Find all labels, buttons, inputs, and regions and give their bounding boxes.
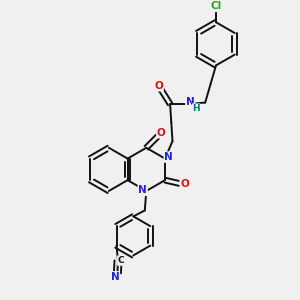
Text: O: O bbox=[180, 179, 189, 189]
Text: C: C bbox=[118, 256, 124, 265]
Text: Cl: Cl bbox=[210, 2, 222, 11]
Text: N: N bbox=[186, 97, 195, 107]
Text: N: N bbox=[164, 152, 173, 162]
Text: N: N bbox=[138, 185, 147, 195]
Text: O: O bbox=[157, 128, 166, 138]
Text: N: N bbox=[111, 272, 119, 282]
Text: H: H bbox=[192, 104, 200, 113]
Text: O: O bbox=[154, 81, 163, 91]
